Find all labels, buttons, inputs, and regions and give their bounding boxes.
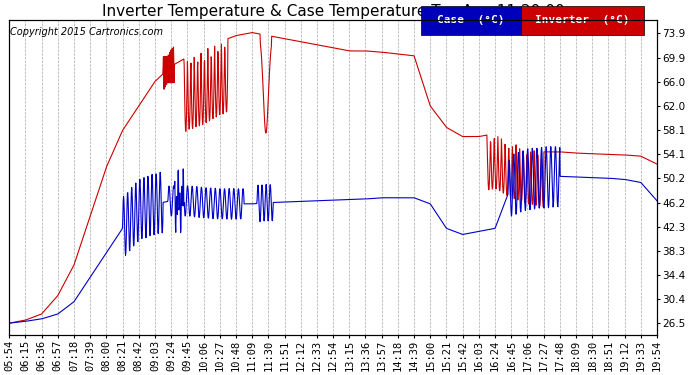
Title: Inverter Temperature & Case Temperature Tue Aug 11 20:00: Inverter Temperature & Case Temperature … xyxy=(102,4,564,19)
Bar xyxy=(521,6,644,34)
Text: Copyright 2015 Cartronics.com: Copyright 2015 Cartronics.com xyxy=(10,27,164,37)
Bar xyxy=(421,6,521,34)
Text: Case  (°C): Case (°C) xyxy=(437,15,504,26)
Text: Inverter  (°C): Inverter (°C) xyxy=(535,15,630,26)
